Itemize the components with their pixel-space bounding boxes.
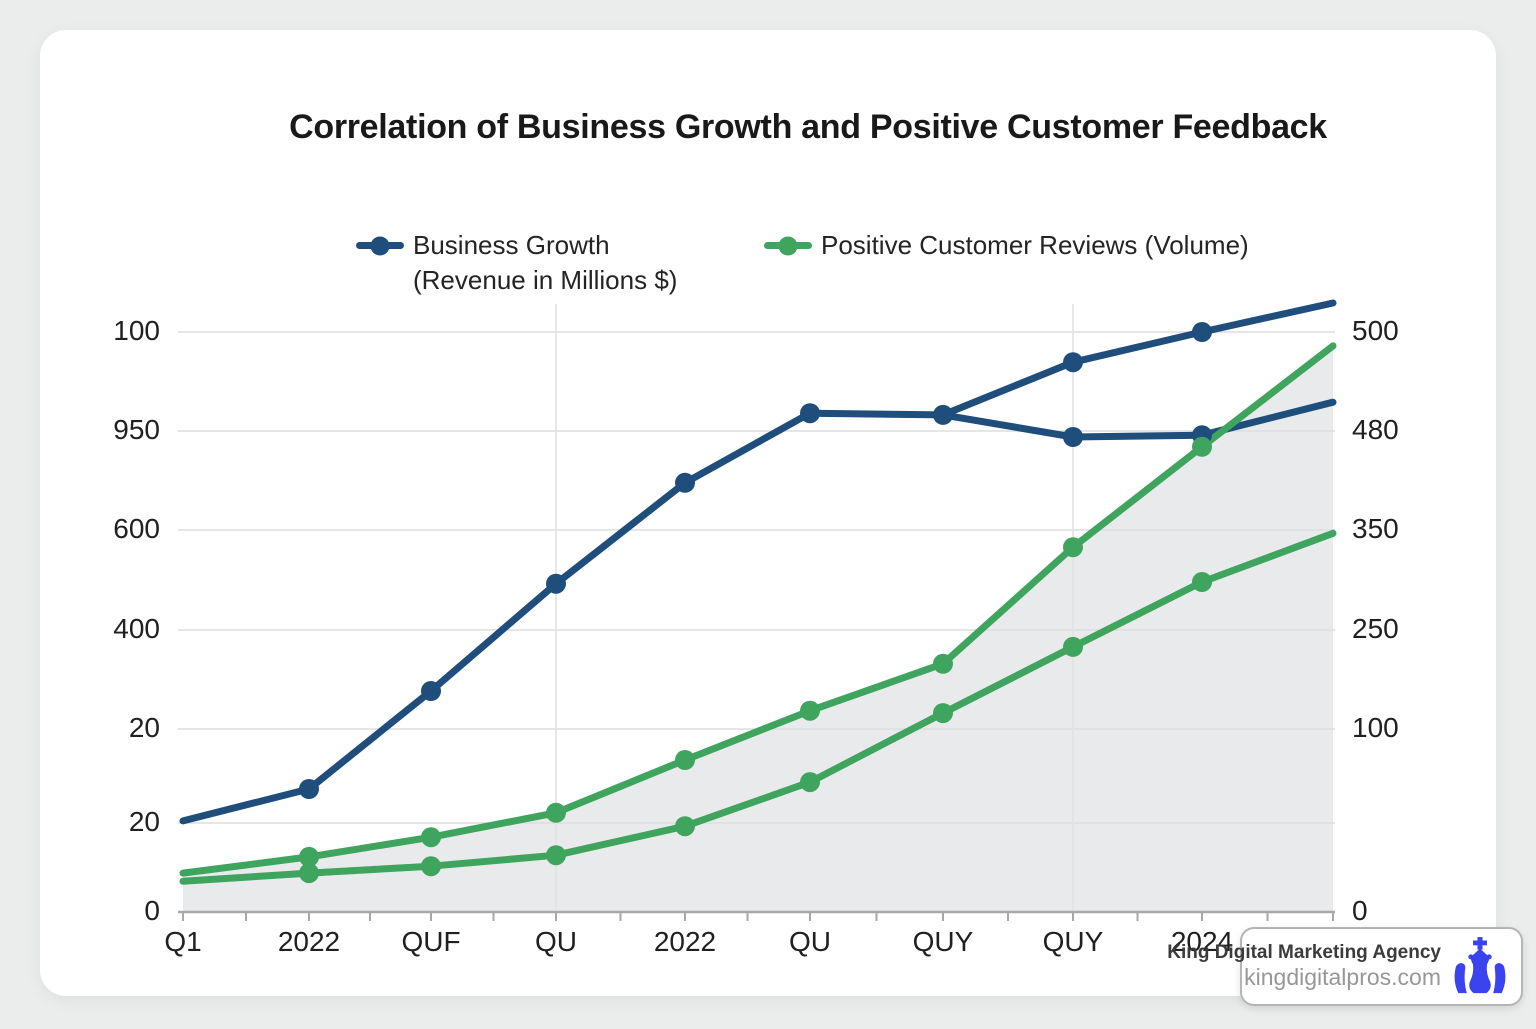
data-point-marker — [1063, 352, 1083, 373]
y-axis-left-label: 0 — [144, 895, 160, 926]
y-axis-left-label: 20 — [128, 712, 160, 743]
legend-label-line1: Positive Customer Reviews (Volume) — [821, 230, 1249, 260]
data-point-marker — [933, 404, 953, 425]
watermark-text: King Digital Marketing Agency kingdigita… — [1167, 942, 1441, 990]
data-point-marker — [546, 573, 566, 594]
data-point-marker — [675, 816, 695, 837]
data-point-marker — [421, 827, 441, 848]
watermark-badge: King Digital Marketing Agency kingdigita… — [1167, 927, 1523, 1006]
data-point-marker — [800, 700, 820, 721]
data-point-marker — [800, 772, 820, 793]
x-axis-label: QU — [535, 926, 577, 957]
data-point-marker — [1192, 436, 1212, 457]
y-axis-left-label: 20 — [128, 806, 160, 837]
data-point-marker — [299, 846, 319, 867]
x-axis-label: 2024 — [1170, 926, 1234, 957]
legend-line-marker-green — [764, 236, 812, 255]
legend-item-positive-reviews: Positive Customer Reviews (Volume) — [764, 228, 1249, 263]
series-line — [179, 529, 1337, 885]
data-point-marker — [675, 472, 695, 493]
x-axis-label: QUY — [1042, 926, 1104, 957]
reviews-area-fill — [183, 345, 1333, 912]
x-axis-label: 2022 — [277, 926, 341, 957]
chess-king-icon — [1454, 936, 1506, 993]
legend-line-marker-blue — [356, 236, 404, 255]
legend-label-positive-reviews: Positive Customer Reviews (Volume) — [821, 228, 1249, 263]
chart-title: Correlation of Business Growth and Posit… — [289, 108, 1327, 146]
series-line — [939, 398, 1337, 441]
y-axis-left-label: 400 — [113, 613, 160, 644]
y-axis-left-label: 100 — [113, 315, 160, 346]
series-line — [179, 342, 1337, 877]
data-point-marker — [1063, 537, 1083, 558]
data-point-marker — [546, 802, 566, 823]
y-axis-right-label: 0 — [1352, 895, 1368, 926]
data-point-marker — [1063, 636, 1083, 657]
data-point-marker — [675, 750, 695, 770]
data-point-marker — [546, 845, 566, 866]
y-axis-left-label: 950 — [113, 414, 160, 445]
legend-label-line1: Business Growth — [413, 230, 610, 260]
x-axis-label: 2022 — [653, 926, 717, 957]
x-axis-label: Q1 — [164, 926, 202, 957]
watermark-agency-name: King Digital Marketing Agency — [1167, 942, 1441, 964]
x-axis-label: QUF — [401, 926, 461, 957]
x-axis-label: QU — [789, 926, 831, 957]
y-axis-right-label: 500 — [1352, 315, 1399, 346]
series-line — [179, 299, 1337, 825]
data-point-marker — [299, 863, 319, 884]
legend-label-business-growth: Business Growth (Revenue in Millions $) — [413, 228, 677, 298]
y-axis-right-label: 350 — [1352, 513, 1399, 544]
legend-item-business-growth: Business Growth (Revenue in Millions $) — [356, 228, 677, 298]
data-point-marker — [421, 681, 441, 701]
x-axis-label: QUY — [912, 926, 974, 957]
legend-label-line2: (Revenue in Millions $) — [413, 265, 678, 295]
y-axis-right-label: 480 — [1352, 414, 1399, 445]
y-axis-right-label: 250 — [1352, 613, 1399, 644]
y-axis-left-label: 600 — [113, 513, 160, 544]
data-point-marker — [421, 856, 441, 877]
data-point-marker — [299, 779, 319, 799]
data-point-marker — [1192, 322, 1212, 342]
data-point-marker — [933, 653, 953, 674]
data-point-marker — [800, 403, 820, 424]
y-axis-right-label: 100 — [1352, 712, 1399, 743]
data-point-marker — [933, 703, 953, 724]
data-point-marker — [1192, 572, 1212, 592]
watermark-website: kingdigitalpros.com — [1244, 964, 1441, 991]
data-point-marker — [1063, 427, 1083, 447]
